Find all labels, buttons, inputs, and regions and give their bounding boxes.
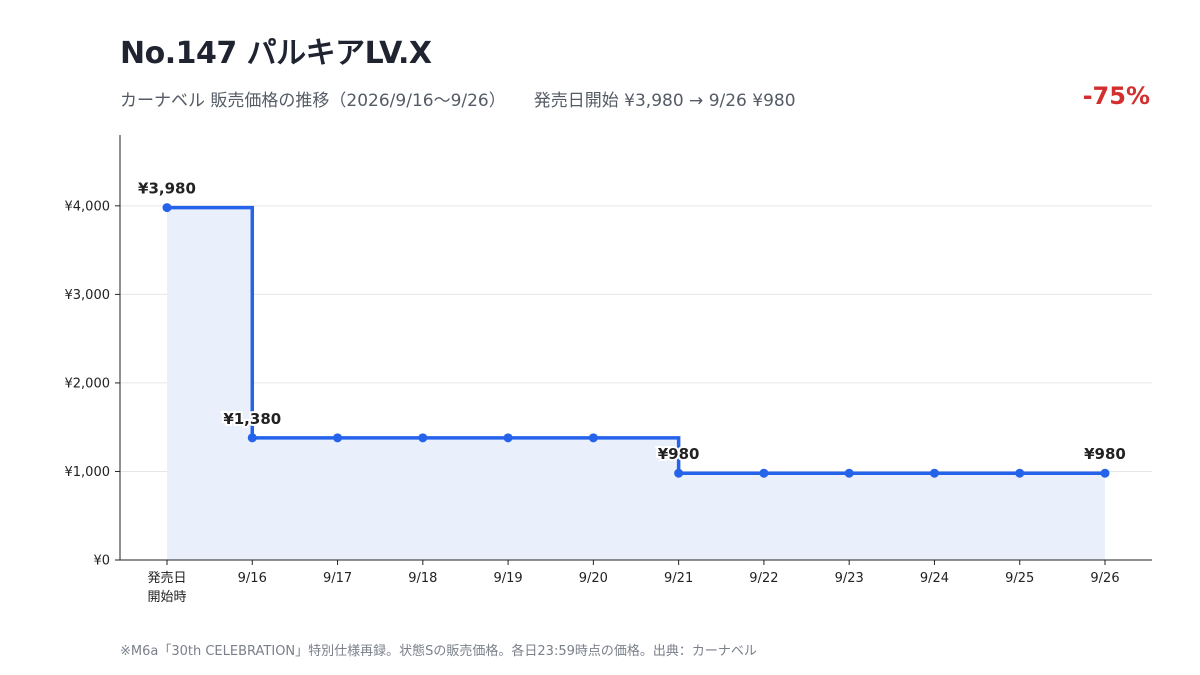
grid-lines xyxy=(120,205,1152,472)
x-tick-label: 9/24 xyxy=(920,571,949,586)
data-point xyxy=(759,468,769,478)
data-point xyxy=(1100,468,1110,478)
x-tick-label: 9/20 xyxy=(579,571,608,586)
data-point xyxy=(674,468,684,478)
x-tick-label: 9/21 xyxy=(664,571,693,586)
data-point xyxy=(247,433,257,443)
data-points xyxy=(162,203,1110,478)
data-point xyxy=(929,468,939,478)
y-tick-label: ¥4,000 xyxy=(65,199,111,214)
subtitle-text: カーナベル 販売価格の推移（2026/9/16〜9/26） xyxy=(120,91,506,111)
data-label: ¥980 xyxy=(1084,445,1126,463)
data-labels: ¥3,980 ¥1,380 ¥980 ¥980 xyxy=(136,178,1128,466)
data-point xyxy=(1015,468,1025,478)
x-tick-label: 9/17 xyxy=(323,571,352,586)
change-percent-badge: -75% xyxy=(1082,82,1150,110)
chart-subtitle: カーナベル 販売価格の推移（2026/9/16〜9/26） 発売日開始 ¥3,98… xyxy=(120,86,796,111)
data-point xyxy=(503,433,513,443)
data-point xyxy=(588,433,598,443)
y-tick-label: ¥2,000 xyxy=(65,376,111,391)
y-tick-label: ¥0 xyxy=(93,554,110,569)
price-line xyxy=(167,205,1105,475)
x-tick-label: 9/16 xyxy=(238,571,267,586)
area-fill-shape xyxy=(167,207,1105,560)
data-point xyxy=(162,203,172,213)
x-tick-label: 9/19 xyxy=(493,571,522,586)
x-tick-label: 9/26 xyxy=(1090,571,1119,586)
y-tick-label: ¥1,000 xyxy=(65,465,111,480)
area-fill xyxy=(167,207,1105,560)
data-label: ¥980 xyxy=(658,445,700,463)
page-title: No.147 パルキアLV.X xyxy=(120,36,432,71)
price-summary: 発売日開始 ¥3,980 → 9/26 ¥980 xyxy=(533,91,796,111)
y-tick-label: ¥3,000 xyxy=(65,288,111,303)
data-point xyxy=(844,468,854,478)
x-tick-label: 発売日開始時 xyxy=(147,570,186,605)
data-label: ¥1,380 xyxy=(223,410,281,428)
axes: ¥0 ¥1,000 ¥2,000 ¥3,000 ¥4,000 発売日開始時 9/16 9/17… xyxy=(65,135,1152,605)
x-tick-label: 9/25 xyxy=(1005,571,1034,586)
data-label: ¥3,980 xyxy=(138,180,196,198)
x-tick-label: 9/18 xyxy=(408,571,437,586)
price-step-line xyxy=(167,205,1105,475)
data-point xyxy=(418,433,428,443)
data-point xyxy=(333,433,343,443)
x-tick-label: 9/23 xyxy=(835,571,864,586)
x-tick-label: 9/22 xyxy=(749,571,778,586)
footnote: ※M6a「30th CELEBRATION」特別仕様再録。状態Sの販売価格。各日… xyxy=(120,644,757,659)
